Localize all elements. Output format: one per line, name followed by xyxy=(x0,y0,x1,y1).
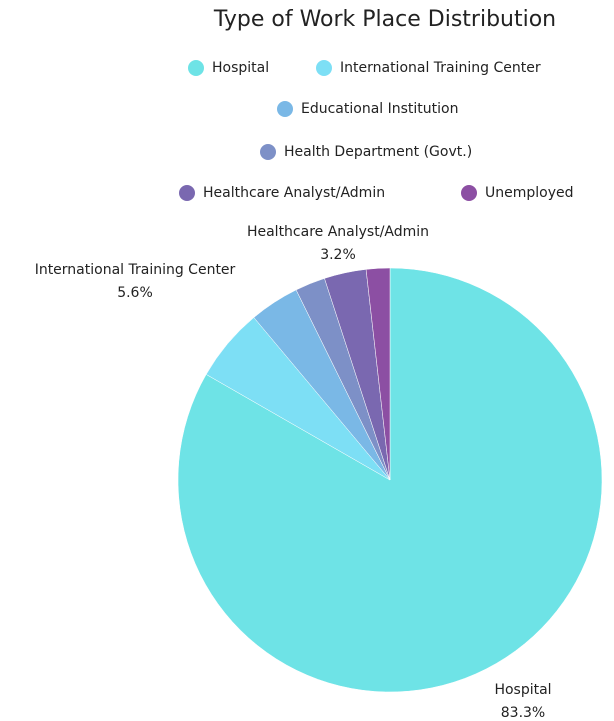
legend-swatch xyxy=(188,60,204,76)
legend-swatch xyxy=(461,185,477,201)
slice-label: Healthcare Analyst/Admin xyxy=(247,224,429,240)
legend-label: Hospital xyxy=(212,60,269,76)
legend-swatch xyxy=(260,144,276,160)
legend-label: International Training Center xyxy=(340,60,541,76)
legend-label: Healthcare Analyst/Admin xyxy=(203,185,385,201)
slice-value-label: 3.2% xyxy=(320,247,356,263)
legend-swatch xyxy=(179,185,195,201)
slice-value-label: 5.6% xyxy=(117,285,153,301)
legend-label: Unemployed xyxy=(485,185,574,201)
legend-label: Health Department (Govt.) xyxy=(284,144,472,160)
slice-label: International Training Center xyxy=(35,262,236,278)
legend-swatch xyxy=(277,101,293,117)
legend-swatch xyxy=(316,60,332,76)
chart-title: Type of Work Place Distribution xyxy=(213,7,556,32)
pie-slice xyxy=(365,267,391,481)
slice-label: Hospital xyxy=(494,682,551,698)
legend-label: Educational Institution xyxy=(301,101,458,117)
slice-value-label: 83.3% xyxy=(501,705,545,721)
